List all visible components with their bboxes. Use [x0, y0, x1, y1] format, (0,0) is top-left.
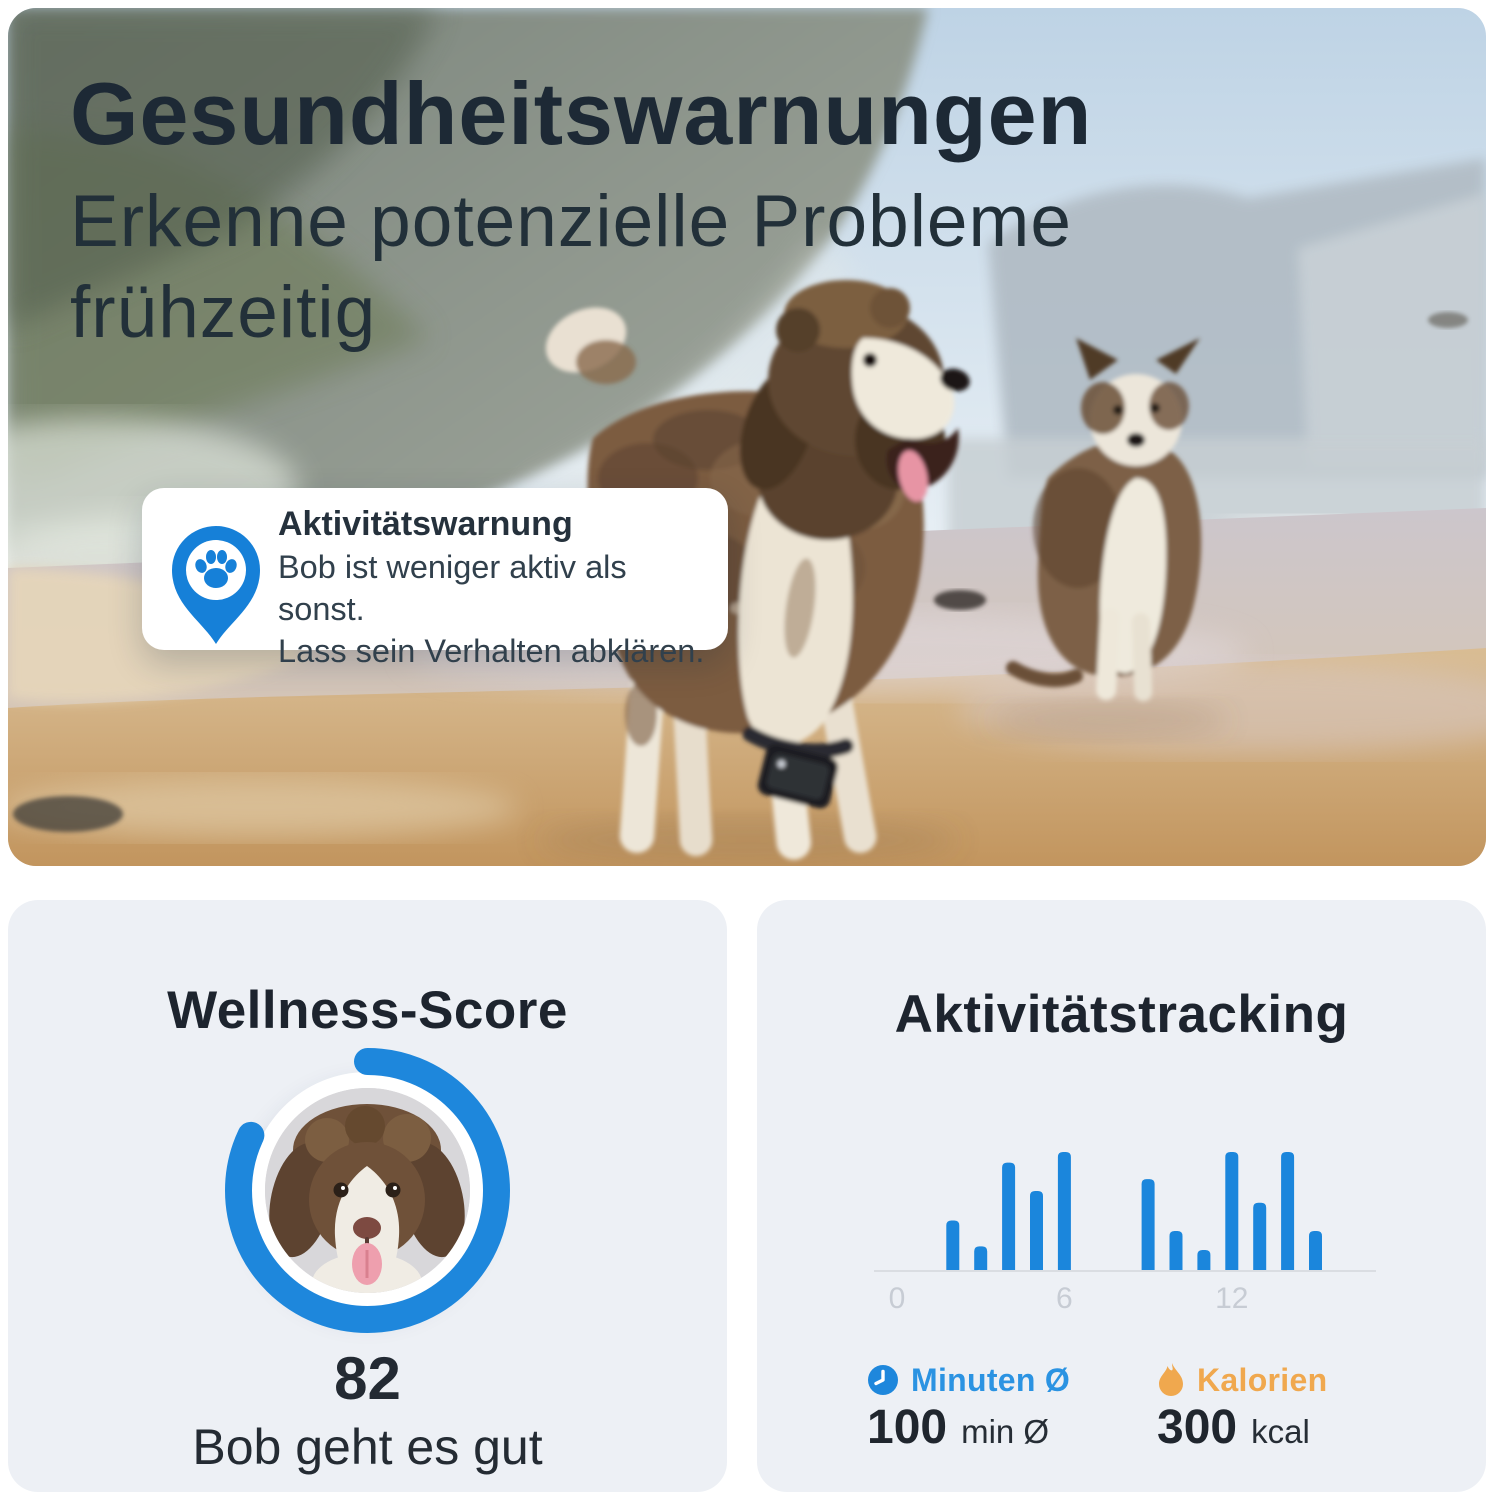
dog-avatar	[265, 1088, 470, 1293]
svg-text:6: 6	[1056, 1282, 1073, 1315]
calories-legend-label: Kalorien	[1197, 1361, 1328, 1398]
minutes-legend: Minuten Ø	[867, 1360, 1070, 1400]
wellness-status-text: Bob geht es gut	[192, 1419, 543, 1475]
alert-text: Aktivitätswarnung Bob ist weniger aktiv …	[278, 502, 718, 673]
activity-tracking-card: Aktivitätstracking 0 6 12 Minuten Ø Kalori…	[757, 900, 1486, 1492]
standing-dog	[538, 280, 970, 864]
minutes-value-row: 100 min Ø	[867, 1400, 1049, 1455]
wellness-ring	[225, 1048, 510, 1333]
hero-headline: Gesundheitswarnungen Erkenne potenzielle…	[70, 66, 1092, 358]
sitting-dog	[988, 338, 1228, 740]
hero-photo: Gesundheitswarnungen Erkenne potenzielle…	[8, 8, 1486, 866]
paw-pin-icon	[172, 526, 260, 644]
dog-avatar-illustration	[265, 1088, 470, 1293]
wellness-card-title: Wellness-Score	[167, 981, 568, 1040]
wellness-score-card: Wellness-Score	[8, 900, 727, 1492]
activity-alert-card: Aktivitätswarnung Bob ist weniger aktiv …	[142, 488, 728, 669]
subtitle-line-2: frühzeitig	[70, 271, 377, 353]
page-subtitle: Erkenne potenzielle Probleme frühzeitig	[70, 177, 1092, 358]
calories-unit: kcal	[1251, 1413, 1310, 1450]
score-ring-arc	[225, 1048, 510, 1333]
flame-icon	[1159, 1363, 1183, 1396]
calories-value: 300	[1157, 1401, 1238, 1454]
activity-bar-chart: 0 6 12	[874, 1152, 1376, 1315]
activity-card-title: Aktivitätstracking	[894, 985, 1349, 1044]
minutes-unit: min Ø	[961, 1413, 1050, 1450]
svg-text:0: 0	[889, 1282, 906, 1315]
minutes-legend-label: Minuten Ø	[911, 1361, 1071, 1398]
page-title: Gesundheitswarnungen	[70, 64, 1093, 163]
alert-title: Aktivitätswarnung	[278, 505, 573, 543]
alert-body-line-1: Bob ist weniger aktiv als sonst.	[278, 548, 627, 627]
calories-legend: Kalorien	[1157, 1360, 1327, 1400]
clock-icon	[868, 1365, 898, 1395]
subtitle-line-1: Erkenne potenzielle Probleme	[70, 181, 1072, 263]
calories-value-row: 300 kcal	[1157, 1400, 1310, 1455]
wellness-score-value: 82	[334, 1345, 401, 1412]
alert-body-line-2: Lass sein Verhalten abklären.	[278, 632, 705, 669]
svg-text:12: 12	[1215, 1282, 1248, 1315]
minutes-value: 100	[867, 1401, 948, 1454]
